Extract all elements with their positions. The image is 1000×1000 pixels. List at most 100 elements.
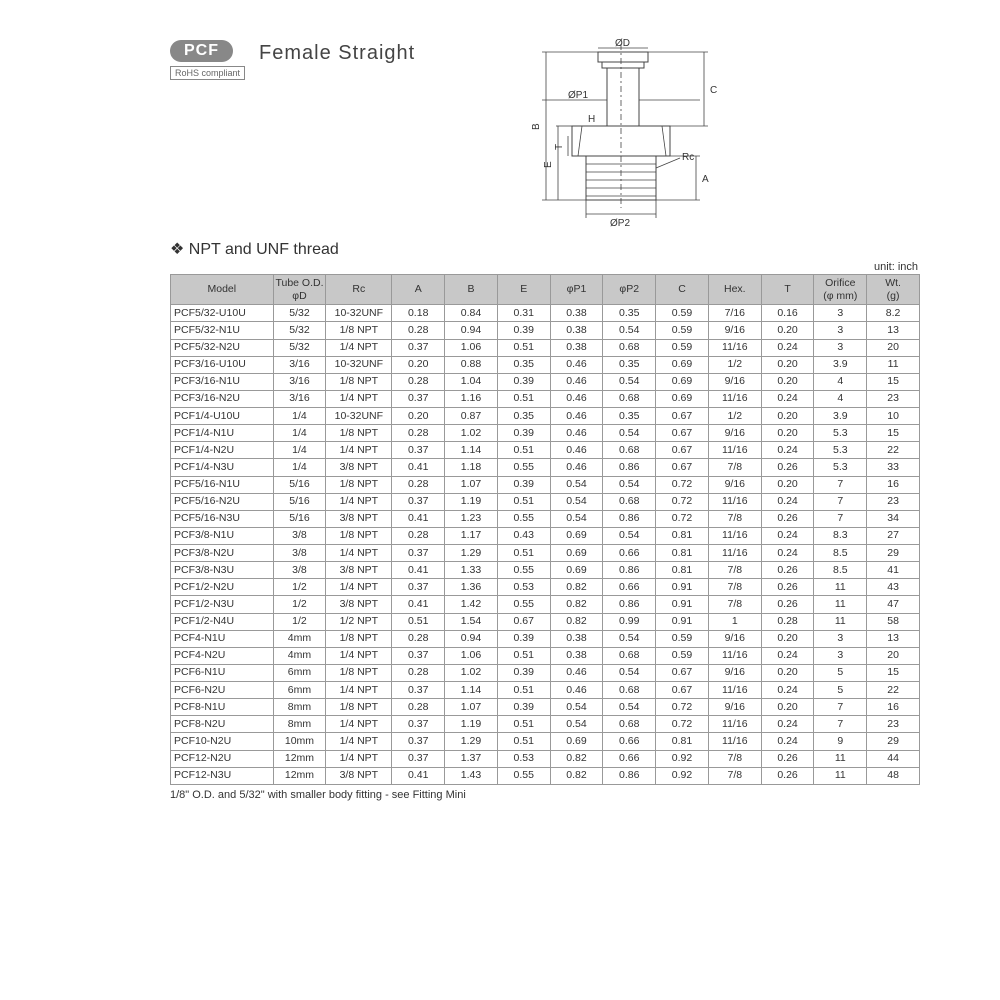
table-header-cell: Model [171,275,274,305]
table-cell: 0.66 [603,750,656,767]
table-cell: 29 [867,545,920,562]
table-cell: 1/8 NPT [326,664,392,681]
table-cell: 0.91 [656,579,709,596]
table-cell: 0.86 [603,459,656,476]
table-cell: 0.82 [550,579,603,596]
table-cell: 3/16 [273,356,326,373]
table-cell: 4 [814,373,867,390]
table-cell: 1/4 NPT [326,545,392,562]
table-cell: 8.5 [814,562,867,579]
table-row: PCF5/32-U10U5/3210-32UNF0.180.840.310.38… [171,305,920,322]
table-cell: 0.35 [497,408,550,425]
table-cell: 3 [814,305,867,322]
table-cell: 0.82 [550,750,603,767]
table-cell: 1/4 NPT [326,390,392,407]
table-cell: 0.35 [603,408,656,425]
table-header-cell: Rc [326,275,392,305]
table-cell: 11/16 [708,716,761,733]
table-cell: 0.69 [656,390,709,407]
table-cell: 0.46 [550,459,603,476]
table-cell: 0.54 [603,373,656,390]
table-cell: 43 [867,579,920,596]
table-cell: 0.31 [497,305,550,322]
table-cell: 1/4 [273,408,326,425]
table-cell: 1.02 [445,425,498,442]
table-cell: 0.55 [497,596,550,613]
table-cell: PCF6-N1U [171,664,274,681]
table-header-cell: Hex. [708,275,761,305]
table-cell: 5/32 [273,322,326,339]
table-cell: PCF5/16-N1U [171,476,274,493]
table-cell: 0.86 [603,767,656,784]
table-cell: 0.68 [603,339,656,356]
table-cell: 11/16 [708,339,761,356]
table-cell: 6mm [273,664,326,681]
table-cell: 7 [814,716,867,733]
unit-label: unit: inch [170,261,918,273]
table-cell: 0.54 [603,699,656,716]
table-cell: 3.9 [814,408,867,425]
table-cell: 9 [814,733,867,750]
table-cell: 0.20 [761,699,814,716]
table-cell: 0.86 [603,562,656,579]
table-cell: 0.84 [445,305,498,322]
table-cell: 8.2 [867,305,920,322]
table-cell: 5/32 [273,305,326,322]
table-cell: 1.04 [445,373,498,390]
table-cell: 11/16 [708,527,761,544]
table-cell: PCF1/2-N3U [171,596,274,613]
table-cell: 11 [814,596,867,613]
table-cell: 0.81 [656,545,709,562]
table-cell: 11/16 [708,390,761,407]
table-cell: 9/16 [708,322,761,339]
table-cell: 6mm [273,682,326,699]
table-cell: 9/16 [708,630,761,647]
svg-text:ØP1: ØP1 [568,90,588,101]
table-cell: PCF1/2-N4U [171,613,274,630]
table-cell: 0.69 [656,356,709,373]
table-row: PCF5/32-N1U5/321/8 NPT0.280.940.390.380.… [171,322,920,339]
table-cell: 0.24 [761,527,814,544]
table-cell: 0.38 [550,630,603,647]
table-cell: 0.37 [392,733,445,750]
table-cell: PCF1/4-N3U [171,459,274,476]
table-cell: 0.37 [392,750,445,767]
table-cell: 4mm [273,630,326,647]
table-cell: 0.55 [497,459,550,476]
table-cell: 0.68 [603,647,656,664]
table-cell: 7/8 [708,459,761,476]
table-cell: 0.41 [392,562,445,579]
table-cell: 0.81 [656,562,709,579]
table-row: PCF12-N3U12mm3/8 NPT0.411.430.550.820.86… [171,767,920,784]
table-cell: 0.26 [761,767,814,784]
table-cell: 10-32UNF [326,356,392,373]
table-cell: 0.38 [550,339,603,356]
table-cell: 0.38 [550,305,603,322]
table-cell: 0.26 [761,510,814,527]
table-cell: 0.94 [445,322,498,339]
table-cell: 1.07 [445,476,498,493]
table-cell: 5/16 [273,476,326,493]
table-cell: 7 [814,510,867,527]
table-header-cell: A [392,275,445,305]
rohs-badge: RoHS compliant [170,66,245,80]
pcf-logo: PCF [170,40,233,62]
table-cell: 0.68 [603,716,656,733]
table-cell: 0.39 [497,322,550,339]
table-row: PCF3/16-U10U3/1610-32UNF0.200.880.350.46… [171,356,920,373]
table-cell: 11 [814,579,867,596]
table-cell: 11 [867,356,920,373]
table-cell: 0.20 [392,408,445,425]
table-cell: 8.3 [814,527,867,544]
table-cell: 1.16 [445,390,498,407]
table-cell: 0.51 [497,493,550,510]
table-cell: 15 [867,664,920,681]
table-row: PCF3/8-N2U3/81/4 NPT0.371.290.510.690.66… [171,545,920,562]
table-cell: 3/8 [273,562,326,579]
table-cell: 1/8 NPT [326,476,392,493]
table-cell: 0.35 [603,356,656,373]
table-row: PCF5/16-N1U5/161/8 NPT0.281.070.390.540.… [171,476,920,493]
table-cell: 0.88 [445,356,498,373]
table-cell: 12mm [273,767,326,784]
table-cell: 0.92 [656,767,709,784]
